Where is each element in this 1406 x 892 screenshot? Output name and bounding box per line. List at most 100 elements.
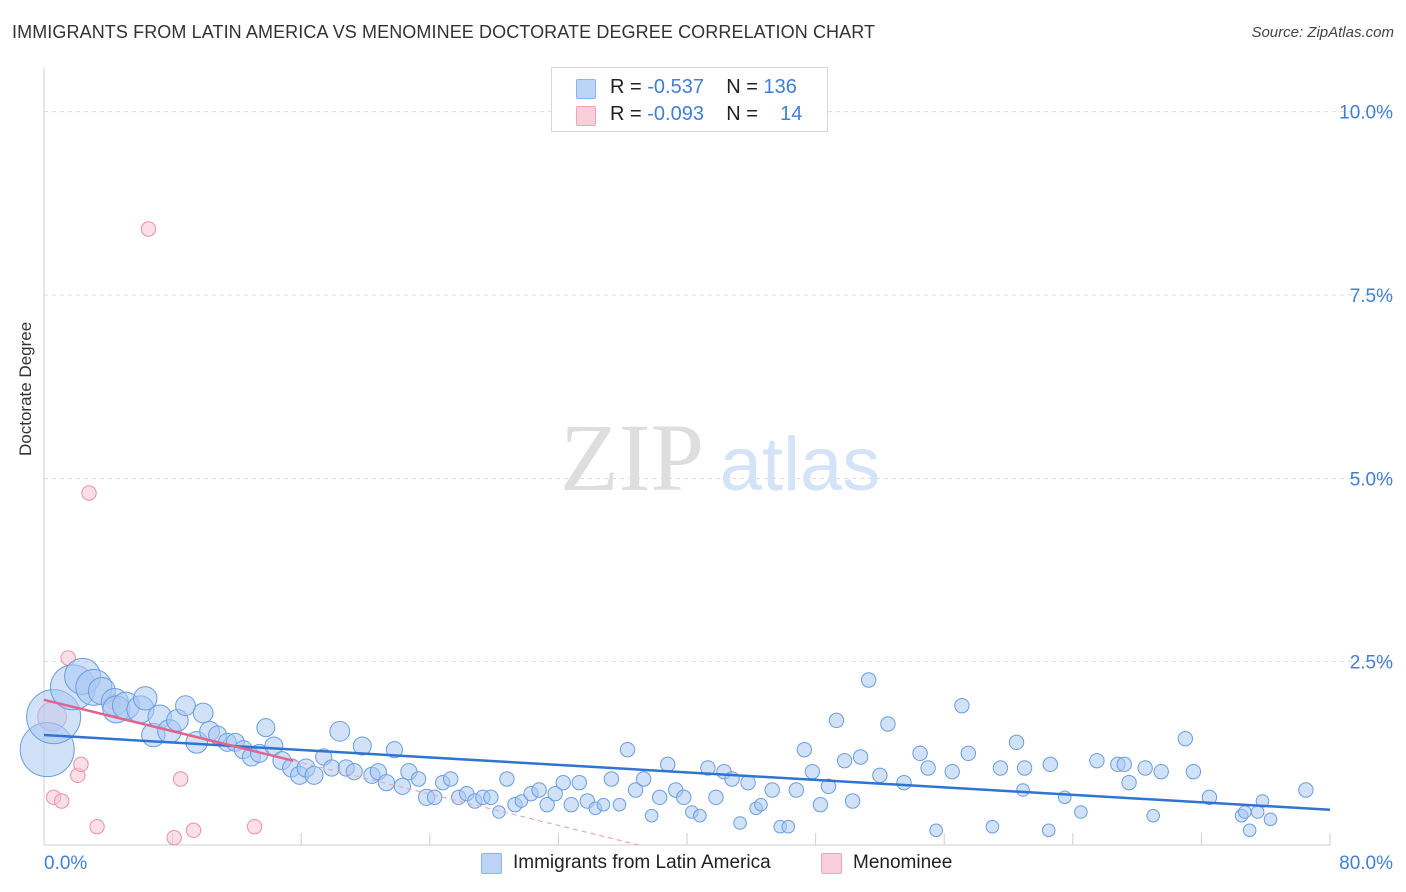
latin-america-point [651,789,668,806]
latin-america-point [596,797,611,812]
latin-america-point [676,789,692,806]
menominee-point [172,771,189,787]
latin-america-point [547,785,563,802]
latin-america-point [1121,774,1137,791]
latin-america-point [1298,782,1314,798]
latin-america-point [612,797,627,812]
stats-legend: R = -0.537 N = 136 R = -0.093 N = 14 [551,67,828,132]
latin-america-point [708,789,724,806]
legend-n-value-blue: 136 [763,76,797,98]
y-tick-label: 10.0% [1339,103,1393,124]
latin-america-point [385,741,404,759]
latin-america-point [1116,756,1132,773]
latin-america-point [571,774,587,791]
latin-america-point [896,774,912,791]
watermark-zip: ZIP [560,404,704,511]
latin-america-point [920,760,936,776]
latin-america-point [329,720,351,742]
latin-america-point [133,686,158,711]
x-tick-label: 80.0% [1339,853,1393,874]
latin-america-point [619,741,636,758]
tick-labels: 2.5% 5.0% 7.5% 10.0% 0.0% 80.0% [44,103,1393,874]
latin-america-point [754,797,768,812]
latin-america-point [1255,794,1270,808]
menominee-point [73,756,89,773]
latin-america-point [1242,823,1257,838]
menominee-point [140,221,157,237]
bottom-legend-swatch-pink [821,853,842,874]
latin-america-point [603,771,620,787]
latin-america-point [192,702,214,724]
menominee-point [166,829,182,846]
latin-america-point [880,716,896,732]
latin-america-point [700,760,716,776]
latin-america-point [1185,763,1202,780]
latin-america-point [426,789,443,806]
latin-america-point [944,763,960,780]
latin-america-point [323,759,341,777]
grid-layer [44,111,1390,663]
source-label[interactable]: Source: ZipAtlas.com [1251,24,1394,41]
latin-america-point [733,816,747,830]
latin-america-point [954,697,970,714]
latin-america-point [531,782,547,798]
latin-america-point [352,736,372,756]
latin-america-point [693,808,707,823]
latin-america-point [1041,823,1056,838]
latin-america-point [627,782,644,798]
latin-america-point [1089,752,1105,769]
latin-america-point [644,808,659,823]
legend-r-value-blue: -0.537 [647,76,704,98]
latin-america-point [1137,760,1153,776]
menominee-point [185,822,202,839]
latin-america-point [563,796,579,813]
menominee-trendline [43,698,294,762]
menominee-point [246,818,263,835]
legend-n-label: N = [726,103,758,125]
latin-america-point [740,774,756,791]
latin-america-point [1238,805,1252,819]
latin-america-point [1201,789,1218,806]
latin-america-point [256,718,276,738]
menominee-point [89,818,105,835]
latin-america-point [1016,760,1033,776]
menominee-point [53,793,70,809]
latin-america-point [442,771,459,787]
latin-america-point [1008,734,1025,751]
latin-america-point [1263,812,1278,827]
legend-swatch-blue [576,79,596,99]
latin-america-point [992,760,1009,776]
latin-america-point [555,774,571,791]
watermark: ZIP atlas [560,404,880,511]
latin-america-point [764,782,780,798]
latin-america-point [1016,783,1030,797]
latin-america-point [483,789,499,806]
latin-america-trendline [43,733,1331,812]
latin-america-point [377,774,395,792]
latin-america-point [796,741,813,758]
latin-america-point [1177,730,1194,747]
legend-r-label: R = [610,76,642,98]
legend-r-label: R = [610,103,642,125]
latin-america-point [635,771,652,787]
latin-america-point [345,763,363,781]
latin-america-point [836,752,853,769]
latin-america-point [812,796,829,813]
legend-swatch-pink [576,106,596,126]
bottom-legend-swatch-blue [481,853,502,874]
latin-america-point [820,778,837,795]
latin-america-point [960,745,977,762]
latin-america-point [304,765,324,785]
latin-america-point [514,794,529,808]
latin-america-point [175,695,196,717]
x-tick-label: 0.0% [44,853,87,874]
latin-america-point [539,796,555,813]
legend-n-value-pink: 14 [780,103,803,125]
latin-america-point [804,763,821,780]
legend-r-value-pink: -0.093 [647,103,704,125]
watermark-atlas: atlas [720,422,881,507]
bottom-legend-label-blue: Immigrants from Latin America [513,852,771,873]
latin-america-point [788,782,805,798]
latin-america-points [19,657,1314,838]
